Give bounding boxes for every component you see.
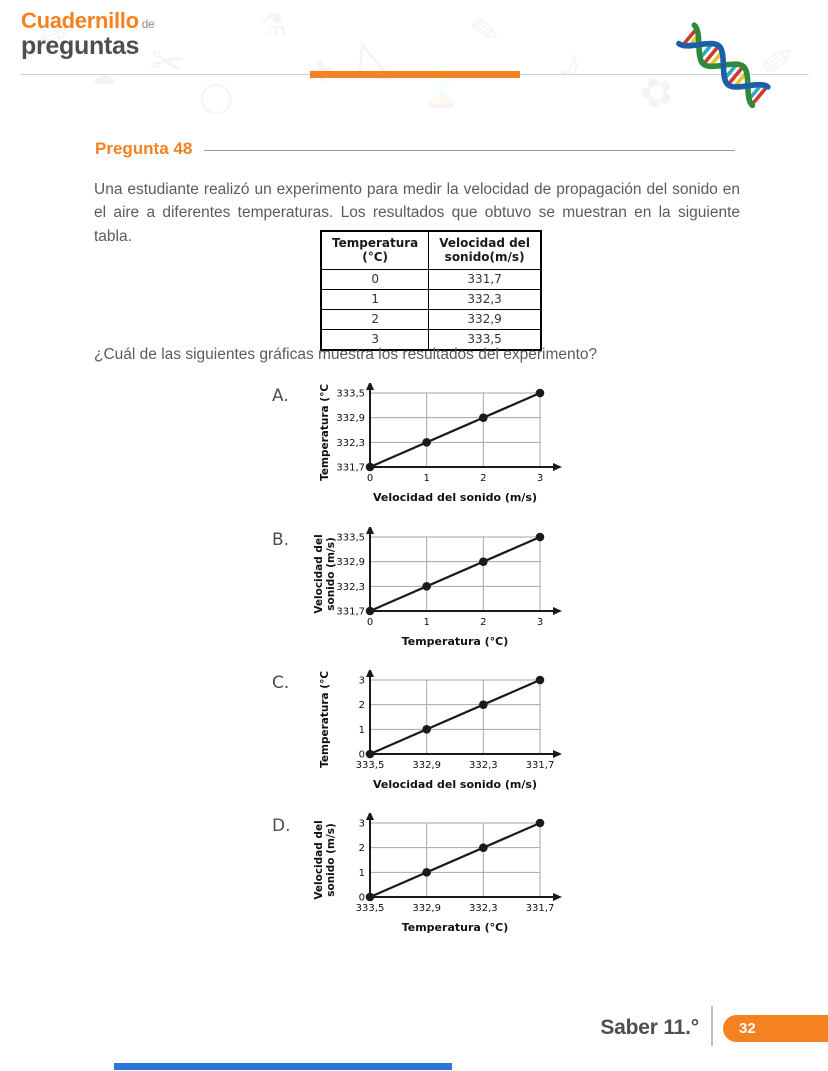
table-cell: 1 [320, 288, 430, 310]
svg-text:332,3: 332,3 [336, 582, 365, 593]
svg-text:331,7: 331,7 [526, 760, 555, 771]
svg-text:332,9: 332,9 [336, 557, 365, 568]
svg-text:0: 0 [367, 617, 373, 628]
doodle-icon: ♪ [552, 37, 590, 92]
table-cell: 333,5 [428, 328, 542, 351]
svg-text:3: 3 [359, 819, 365, 830]
doodle-icon: ⚗ [260, 9, 287, 42]
table-cell: 331,7 [428, 268, 542, 290]
option-letter-d: D. [272, 816, 291, 836]
svg-text:333,5: 333,5 [336, 533, 365, 544]
svg-text:Velocidad del: Velocidad del [313, 820, 325, 899]
dna-helix-icon [676, 22, 771, 109]
svg-text:Temperatura (°C): Temperatura (°C) [402, 921, 509, 934]
table-header-cell: Velocidad del sonido(m/s) [428, 230, 542, 270]
svg-text:1: 1 [359, 868, 365, 879]
svg-text:3: 3 [537, 617, 543, 628]
bottom-blue-bar [114, 1063, 452, 1070]
doodle-icon: ☁ [90, 60, 116, 90]
table-cell: 332,3 [428, 288, 542, 310]
svg-text:0: 0 [359, 893, 365, 904]
svg-text:2: 2 [480, 473, 486, 484]
svg-text:Temperatura (°C): Temperatura (°C) [319, 383, 331, 481]
svg-text:331,7: 331,7 [336, 463, 365, 474]
svg-text:Velocidad del sonido (m/s): Velocidad del sonido (m/s) [373, 491, 537, 504]
svg-text:2: 2 [480, 617, 486, 628]
svg-text:331,7: 331,7 [526, 903, 555, 914]
svg-text:3: 3 [537, 473, 543, 484]
logo-connector: de [141, 17, 155, 31]
results-table-head: Temperatura (°C) Velocidad del sonido(m/s) [320, 230, 542, 270]
svg-text:Velocidad del: Velocidad del [313, 534, 325, 613]
logo-title: Cuadernillo de [21, 8, 155, 33]
logo-subtitle: preguntas [21, 32, 140, 61]
question-heading-rule [204, 150, 735, 151]
table-header-cell: Temperatura (°C) [320, 230, 430, 270]
svg-text:331,7: 331,7 [336, 607, 365, 618]
results-table-body: 0 331,7 1 332,3 2 332,9 3 333,5 [320, 268, 542, 351]
option-letter-b: B. [272, 530, 290, 550]
svg-text:1: 1 [359, 725, 365, 736]
question-intro-text: Una estudiante realizó un experimento pa… [94, 181, 740, 245]
option-graph-b: 331,7 332,3 332,9 333,5 0 1 2 3 Temperatura (°C)… [313, 527, 562, 648]
table-cell: 2 [320, 308, 430, 330]
option-letter-a: A. [272, 386, 289, 406]
svg-text:332,3: 332,3 [336, 438, 365, 449]
table-cell: 332,9 [428, 308, 542, 330]
svg-text:sonido (m/s): sonido (m/s) [325, 537, 337, 611]
question-heading: Pregunta 48 [95, 139, 735, 159]
svg-text:sonido (m/s): sonido (m/s) [325, 823, 337, 897]
page-number: 32 [739, 1020, 756, 1037]
svg-text:332,9: 332,9 [412, 903, 441, 914]
doodle-icon: ✎ [466, 7, 504, 54]
question-number: Pregunta 48 [95, 139, 193, 158]
svg-text:332,3: 332,3 [469, 903, 498, 914]
table-row: 1 332,3 [320, 288, 542, 310]
svg-text:2: 2 [359, 700, 365, 711]
svg-text:Temperatura (°C): Temperatura (°C) [319, 670, 331, 768]
svg-text:1: 1 [423, 473, 429, 484]
svg-text:333,5: 333,5 [336, 389, 365, 400]
option-graph-c: 0 1 2 3 333,5 332,9 332,3 331,7 Velocidad del so… [319, 670, 562, 791]
svg-text:0: 0 [359, 750, 365, 761]
svg-text:332,3: 332,3 [469, 760, 498, 771]
svg-text:0: 0 [367, 473, 373, 484]
svg-text:332,9: 332,9 [412, 760, 441, 771]
svg-text:3: 3 [359, 676, 365, 687]
table-row: 0 331,7 [320, 268, 542, 290]
option-graph-d: 0 1 2 3 333,5 332,9 332,3 331,7 Temperatura (°C)… [313, 813, 562, 934]
header-accent-bar [310, 71, 520, 78]
results-table: Temperatura (°C) Velocidad del sonido(m/s) … [320, 230, 542, 351]
question-prompt-text: ¿Cuál de las siguientes gráficas muestra… [94, 346, 598, 363]
page-number-badge: 32 [723, 1015, 828, 1042]
svg-text:2: 2 [359, 843, 365, 854]
svg-text:333,5: 333,5 [356, 903, 385, 914]
svg-text:332,9: 332,9 [336, 413, 365, 424]
svg-text:Velocidad del sonido (m/s): Velocidad del sonido (m/s) [373, 778, 537, 791]
doodle-icon: ◯ [196, 77, 238, 118]
footer-exam-label: Saber 11.° [600, 1016, 699, 1039]
table-row: 3 333,5 [320, 328, 542, 351]
booklet-logo: Cuadernillo de preguntas [21, 8, 155, 61]
table-cell: 0 [320, 268, 430, 290]
footer-divider-line [711, 1006, 713, 1046]
option-letter-c: C. [272, 673, 290, 693]
svg-text:1: 1 [423, 617, 429, 628]
svg-text:333,5: 333,5 [356, 760, 385, 771]
svg-text:Temperatura (°C): Temperatura (°C) [402, 635, 509, 648]
table-row: 2 332,9 [320, 308, 542, 330]
